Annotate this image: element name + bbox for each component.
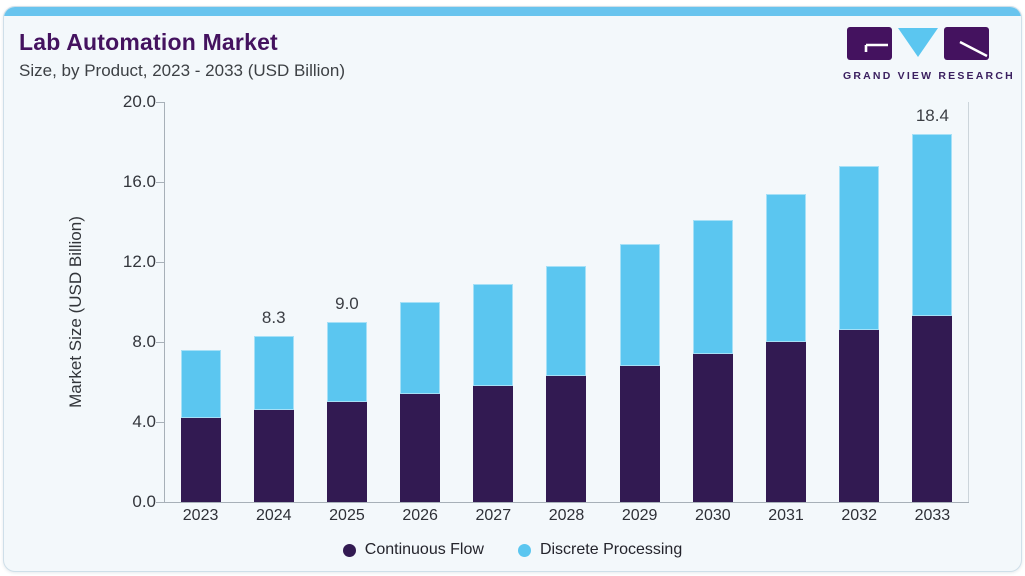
y-axis-title: Market Size (USD Billion) bbox=[66, 216, 85, 408]
legend-label: Continuous Flow bbox=[364, 541, 484, 558]
stacked-bar-2031 bbox=[766, 194, 807, 502]
bar-slot-2029: 2029 bbox=[603, 102, 676, 524]
y-tick-label-16.0: 16.0 bbox=[122, 172, 156, 191]
bar-segment-discrete-processing-2025 bbox=[326, 322, 367, 402]
bar-segment-discrete-processing-2030 bbox=[692, 220, 733, 354]
x-tick-label-2028: 2028 bbox=[548, 507, 585, 524]
chart-subtitle: Size, by Product, 2023 - 2033 (USD Billi… bbox=[19, 61, 345, 80]
stacked-bar-2032 bbox=[839, 166, 880, 502]
bar-segment-continuous-flow-2025 bbox=[326, 402, 367, 502]
bar-segment-continuous-flow-2033 bbox=[912, 316, 953, 502]
legend-item-continuous-flow: Continuous Flow bbox=[342, 541, 484, 559]
bar-slot-2027: 2027 bbox=[457, 102, 530, 524]
bar-value-label-2033: 18.4 bbox=[915, 106, 949, 125]
bar-segment-continuous-flow-2032 bbox=[839, 330, 880, 502]
y-tick-label-0.0: 0.0 bbox=[132, 492, 156, 511]
y-axis-line bbox=[164, 102, 165, 502]
x-tick-label-2027: 2027 bbox=[475, 507, 512, 524]
x-tick-label-2030: 2030 bbox=[695, 507, 731, 524]
bar-value-label-2025: 9.0 bbox=[335, 294, 359, 313]
bar-slot-2023: 2023 bbox=[164, 102, 237, 524]
bar-slot-2032: 2032 bbox=[823, 102, 896, 524]
y-tick-label-20.0: 20.0 bbox=[122, 92, 156, 111]
bar-segment-discrete-processing-2032 bbox=[839, 166, 880, 330]
bar-slot-2025: 9.0 2025 bbox=[310, 102, 383, 524]
stacked-bar-2024 bbox=[253, 336, 294, 502]
bar-slot-2031: 2031 bbox=[749, 102, 822, 524]
bar-segment-continuous-flow-2030 bbox=[692, 354, 733, 502]
x-axis-line bbox=[156, 502, 969, 503]
legend-dot-icon bbox=[342, 543, 356, 557]
stacked-bar-2028 bbox=[546, 266, 587, 502]
bar-slot-2033: 18.4 2033 bbox=[896, 102, 969, 524]
bar-segment-continuous-flow-2031 bbox=[766, 342, 807, 502]
x-tick-label-2033: 2033 bbox=[914, 507, 951, 524]
bar-segment-discrete-processing-2023 bbox=[180, 350, 221, 418]
y-tick-16.0 bbox=[156, 181, 164, 183]
bar-segment-discrete-processing-2024 bbox=[253, 336, 294, 410]
top-accent-bar bbox=[4, 7, 1021, 16]
logo-text: GRAND VIEW RESEARCH bbox=[843, 70, 1015, 82]
x-tick-label-2032: 2032 bbox=[841, 507, 877, 524]
x-tick-label-2024: 2024 bbox=[255, 507, 292, 524]
plot-right-border bbox=[968, 102, 969, 502]
stacked-bar-2029 bbox=[619, 244, 660, 502]
chart-legend: Continuous Flow Discrete Processing bbox=[4, 541, 1021, 559]
bar-slot-2026: 2026 bbox=[384, 102, 457, 524]
x-tick-label-2029: 2029 bbox=[621, 507, 658, 524]
y-tick-label-4.0: 4.0 bbox=[132, 412, 156, 431]
bar-segment-discrete-processing-2027 bbox=[473, 284, 514, 386]
stacked-bar-2033 bbox=[912, 134, 953, 502]
bar-segment-continuous-flow-2024 bbox=[253, 410, 294, 502]
bar-slot-2024: 8.3 2024 bbox=[237, 102, 310, 524]
chart-title: Lab Automation Market bbox=[19, 29, 278, 55]
bar-segment-continuous-flow-2028 bbox=[546, 376, 587, 502]
legend-dot-icon bbox=[517, 543, 531, 557]
x-tick-label-2025: 2025 bbox=[329, 507, 365, 524]
x-tick-label-2026: 2026 bbox=[402, 507, 438, 524]
bar-segment-discrete-processing-2026 bbox=[400, 302, 441, 394]
gvr-logo-icon bbox=[847, 27, 989, 60]
bar-slot-2030: 2030 bbox=[676, 102, 749, 524]
chart-header: Lab Automation Market Size, by Product, … bbox=[19, 29, 345, 81]
plot-area: 0.0 4.0 8.0 12.0 16.0 20.0 2023 8.3 2024 9.0 2025… bbox=[123, 92, 969, 524]
bar-value-label-2024: 8.3 bbox=[261, 308, 286, 327]
bar-segment-discrete-processing-2033 bbox=[912, 134, 953, 316]
y-tick-label-8.0: 8.0 bbox=[132, 332, 156, 351]
chart-card: Lab Automation Market Size, by Product, … bbox=[3, 6, 1022, 572]
x-tick-label-2023: 2023 bbox=[182, 507, 219, 524]
bar-segment-continuous-flow-2027 bbox=[473, 386, 514, 502]
y-tick-20.0 bbox=[156, 101, 164, 103]
stacked-bar-2023 bbox=[180, 350, 221, 502]
bar-segment-discrete-processing-2029 bbox=[619, 244, 660, 366]
y-tick-8.0 bbox=[156, 341, 164, 343]
stacked-bar-2026 bbox=[400, 302, 441, 502]
stacked-bar-2030 bbox=[692, 220, 733, 502]
x-tick-label-2031: 2031 bbox=[768, 507, 804, 524]
stacked-bar-2027 bbox=[473, 284, 514, 502]
grand-view-research-logo: GRAND VIEW RESEARCH bbox=[843, 25, 1015, 82]
bar-segment-discrete-processing-2031 bbox=[766, 194, 807, 342]
y-tick-4.0 bbox=[156, 421, 164, 423]
y-tick-0.0 bbox=[156, 501, 164, 503]
legend-label: Discrete Processing bbox=[539, 541, 683, 558]
legend-item-discrete-processing: Discrete Processing bbox=[517, 541, 683, 559]
stacked-bar-2025 bbox=[326, 322, 367, 502]
bar-slot-2028: 2028 bbox=[530, 102, 603, 524]
bar-segment-discrete-processing-2028 bbox=[546, 266, 587, 376]
bar-segment-continuous-flow-2023 bbox=[180, 418, 221, 502]
bar-segment-continuous-flow-2029 bbox=[619, 366, 660, 502]
bar-segment-continuous-flow-2026 bbox=[400, 394, 441, 502]
y-tick-label-12.0: 12.0 bbox=[122, 252, 156, 271]
y-tick-12.0 bbox=[156, 261, 164, 263]
